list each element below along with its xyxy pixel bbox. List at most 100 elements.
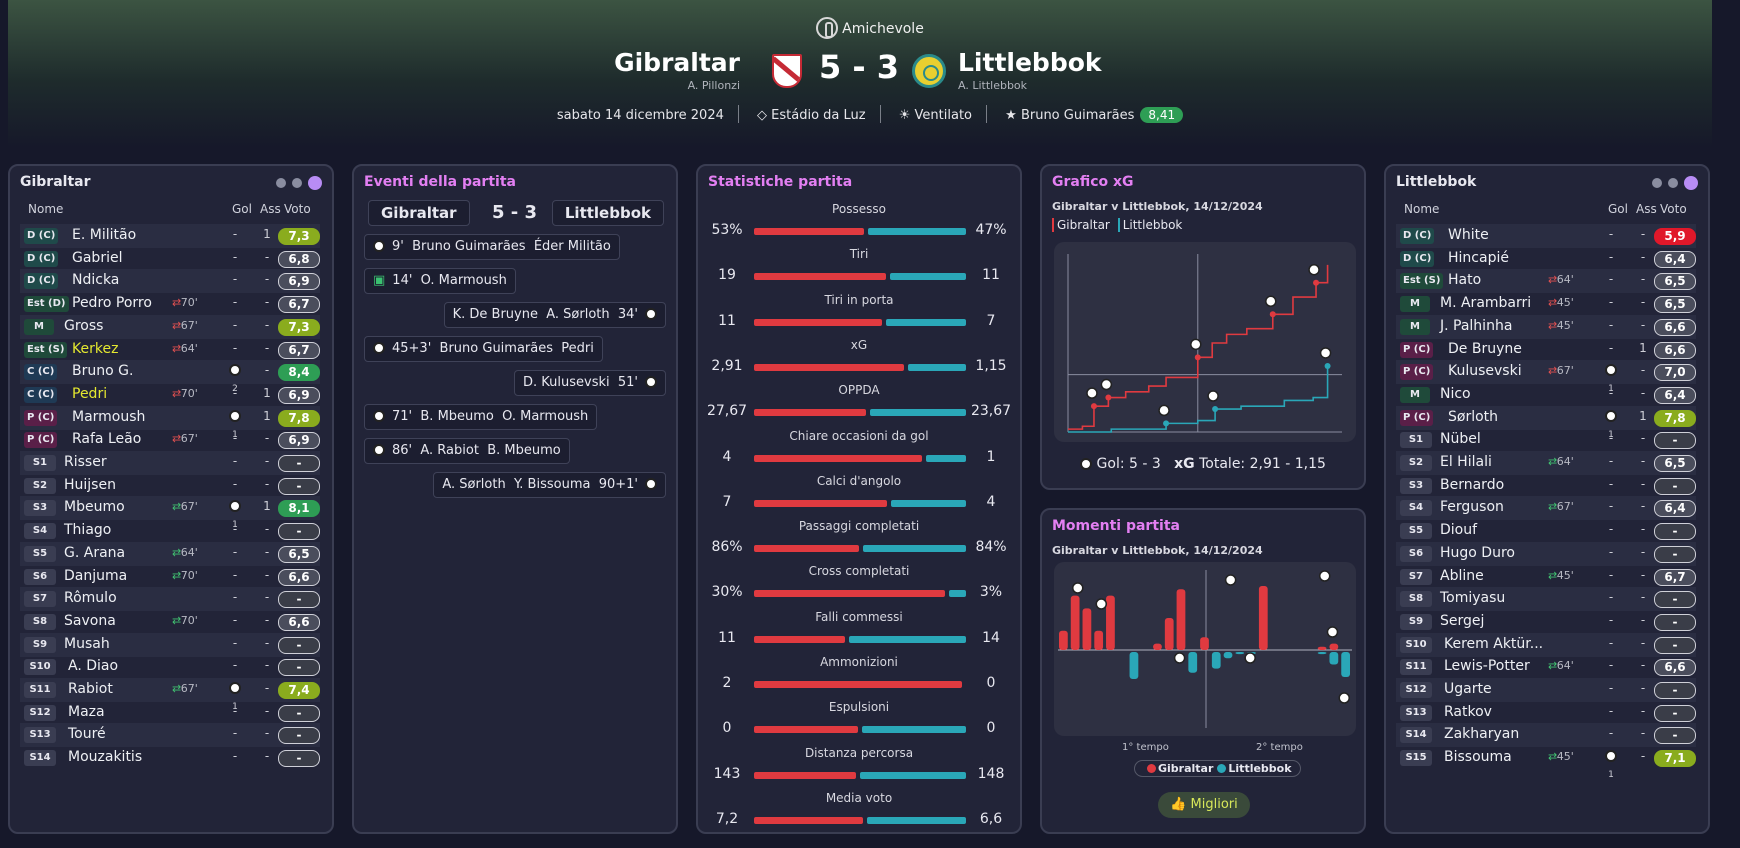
- view-dot-3[interactable]: [1684, 176, 1698, 190]
- player-name[interactable]: Nübel: [1440, 431, 1481, 448]
- player-row[interactable]: S6 Danjuma ⇄ 70' - -6,6: [20, 565, 320, 589]
- player-name[interactable]: Abline: [1440, 567, 1484, 584]
- player-row[interactable]: D (C) Gabriel - -6,8: [20, 247, 320, 271]
- player-name[interactable]: Ndicka: [72, 272, 120, 289]
- player-row[interactable]: S9 Sergej - - -: [1396, 610, 1696, 634]
- player-row[interactable]: S15 Bissouma ⇄ 45' 1 -7,1: [1396, 746, 1696, 780]
- view-dot-2[interactable]: [292, 178, 302, 188]
- player-row[interactable]: S12 Ugarte - - -: [1396, 678, 1696, 702]
- player-name[interactable]: Marmoush: [72, 408, 146, 425]
- home-team-name[interactable]: Gibraltar: [614, 48, 740, 77]
- player-row[interactable]: P (C) Kulusevski ⇄ 67' 1 -7,0: [1396, 360, 1696, 394]
- view-switch-away[interactable]: [1646, 176, 1698, 192]
- player-name[interactable]: Gross: [64, 317, 104, 334]
- player-row[interactable]: P (C) Rafa Leão ⇄ 67' - -6,9: [20, 428, 320, 452]
- view-dot-1[interactable]: [1652, 178, 1662, 188]
- player-name[interactable]: Sørloth: [1448, 408, 1499, 425]
- player-row[interactable]: S3 Bernardo - - -: [1396, 474, 1696, 498]
- player-row[interactable]: S13 Ratkov - - -: [1396, 701, 1696, 725]
- player-name[interactable]: Gabriel: [72, 249, 123, 266]
- event-item[interactable]: D. Kulusevski 51': [513, 370, 666, 396]
- player-name[interactable]: Rafa Leão: [72, 431, 142, 448]
- player-row[interactable]: S5 Diouf - - -: [1396, 519, 1696, 543]
- player-row[interactable]: S7 Abline ⇄ 45' - -6,7: [1396, 565, 1696, 589]
- player-name[interactable]: E. Militão: [72, 227, 137, 243]
- player-name[interactable]: Risser: [64, 454, 107, 470]
- player-row[interactable]: D (C) E. Militão - 1 7,3: [20, 224, 320, 248]
- player-name[interactable]: Mouzakitis: [68, 749, 143, 766]
- view-dot-2[interactable]: [1668, 178, 1678, 188]
- player-name[interactable]: Kerem Aktür...: [1444, 635, 1544, 652]
- view-switch[interactable]: [270, 176, 322, 192]
- event-item[interactable]: ▣ 14' O. Marmoush: [364, 268, 516, 294]
- player-name[interactable]: Pedro Porro: [72, 295, 152, 312]
- player-name[interactable]: Ratkov: [1444, 703, 1492, 720]
- player-row[interactable]: S2 Huijsen - - -: [20, 474, 320, 498]
- player-name[interactable]: Ferguson: [1440, 499, 1504, 516]
- player-of-match[interactable]: ★ Bruno Guimarães 8,41: [1005, 107, 1184, 123]
- player-row[interactable]: P (C) De Bruyne - 1 6,6: [1396, 338, 1696, 362]
- player-name[interactable]: Rômulo: [64, 590, 117, 607]
- player-name[interactable]: Musah: [64, 635, 110, 652]
- player-name[interactable]: Huijsen: [64, 476, 116, 493]
- player-name[interactable]: Bernardo: [1440, 476, 1505, 493]
- player-row[interactable]: S13 Touré - - -: [20, 723, 320, 748]
- player-name[interactable]: El Hilali: [1440, 454, 1492, 470]
- player-name[interactable]: Rabiot: [68, 681, 113, 697]
- player-name[interactable]: J. Palhinha: [1440, 317, 1513, 334]
- player-name[interactable]: Ugarte: [1444, 681, 1492, 697]
- player-row[interactable]: S14 Mouzakitis - - -: [20, 746, 320, 770]
- player-name[interactable]: Hugo Duro: [1440, 544, 1515, 561]
- player-row[interactable]: S6 Hugo Duro - - -: [1396, 541, 1696, 566]
- player-row[interactable]: M Nico - -6,4: [1396, 383, 1696, 407]
- player-row[interactable]: S1 Risser - - -: [20, 451, 320, 475]
- player-row[interactable]: S5 G. Arana ⇄ 64' - -6,5: [20, 541, 320, 566]
- player-row[interactable]: S4 Ferguson ⇄ 67' - -6,4: [1396, 496, 1696, 521]
- player-row[interactable]: S11 Lewis-Potter ⇄ 64' - -6,6: [1396, 655, 1696, 679]
- player-row[interactable]: D (C) White - -5,9: [1396, 224, 1696, 248]
- player-name[interactable]: Kerkez: [72, 340, 119, 357]
- player-name[interactable]: Hato: [1448, 272, 1482, 289]
- player-row[interactable]: S1 Nübel - - -: [1396, 428, 1696, 452]
- player-row[interactable]: S14 Zakharyan - - -: [1396, 723, 1696, 748]
- player-row[interactable]: Est (S) Hato ⇄ 64' - -6,5: [1396, 269, 1696, 294]
- player-row[interactable]: M Gross ⇄ 67' - -7,3: [20, 314, 320, 339]
- player-name[interactable]: Hincapié: [1448, 249, 1509, 266]
- player-row[interactable]: Est (S) Kerkez ⇄ 64' - -6,7: [20, 338, 320, 362]
- player-row[interactable]: S8 Savona ⇄ 70' - -6,6: [20, 610, 320, 634]
- player-name[interactable]: Mbeumo: [64, 499, 125, 516]
- view-dot-3[interactable]: [308, 176, 322, 190]
- player-name[interactable]: Bissouma: [1444, 749, 1512, 766]
- player-row[interactable]: C (C) Bruno G. 2 -8,4: [20, 360, 320, 394]
- player-row[interactable]: M M. Arambarri ⇄ 45' - -6,5: [1396, 292, 1696, 316]
- event-item[interactable]: K. De Bruyne A. Sørloth 34': [443, 302, 666, 328]
- player-name[interactable]: White: [1448, 227, 1489, 243]
- player-row[interactable]: S12 Maza - - -: [20, 701, 320, 725]
- player-name[interactable]: Savona: [64, 612, 116, 629]
- player-row[interactable]: P (C) Marmoush 1 1 7,8: [20, 405, 320, 440]
- player-row[interactable]: S2 El Hilali ⇄ 64' - -6,5: [1396, 451, 1696, 475]
- player-row[interactable]: S10 Kerem Aktür... - - -: [1396, 632, 1696, 657]
- player-row[interactable]: S7 Rômulo - - -: [20, 587, 320, 612]
- player-row[interactable]: S11 Rabiot ⇄ 67' 1 -7,4: [20, 678, 320, 712]
- player-name[interactable]: Zakharyan: [1444, 726, 1520, 743]
- event-item[interactable]: 9' Bruno Guimarães Éder Militão: [364, 234, 620, 260]
- view-dot-1[interactable]: [276, 178, 286, 188]
- player-name[interactable]: Bruno G.: [72, 363, 134, 380]
- event-item[interactable]: 45+3' Bruno Guimarães Pedri: [364, 336, 603, 362]
- player-name[interactable]: Sergej: [1440, 612, 1485, 629]
- player-name[interactable]: Thiago: [64, 522, 112, 539]
- player-row[interactable]: S9 Musah - - -: [20, 632, 320, 657]
- player-name[interactable]: A. Diao: [68, 658, 119, 675]
- player-row[interactable]: D (C) Hincapié - -6,4: [1396, 247, 1696, 271]
- player-row[interactable]: P (C) Sørloth 1 1 7,8: [1396, 405, 1696, 440]
- event-item[interactable]: 71' B. Mbeumo O. Marmoush: [364, 404, 598, 430]
- player-row[interactable]: M J. Palhinha ⇄ 45' - -6,6: [1396, 314, 1696, 339]
- player-row[interactable]: C (C) Pedri ⇄ 70' - 1 6,9: [20, 383, 320, 407]
- player-name[interactable]: Nico: [1440, 385, 1471, 402]
- away-team-name[interactable]: Littlebbok: [958, 48, 1102, 77]
- player-row[interactable]: S4 Thiago - - -: [20, 519, 320, 543]
- player-row[interactable]: S10 A. Diao - - -: [20, 655, 320, 679]
- player-name[interactable]: Pedri: [72, 385, 108, 402]
- player-name[interactable]: Diouf: [1440, 522, 1478, 539]
